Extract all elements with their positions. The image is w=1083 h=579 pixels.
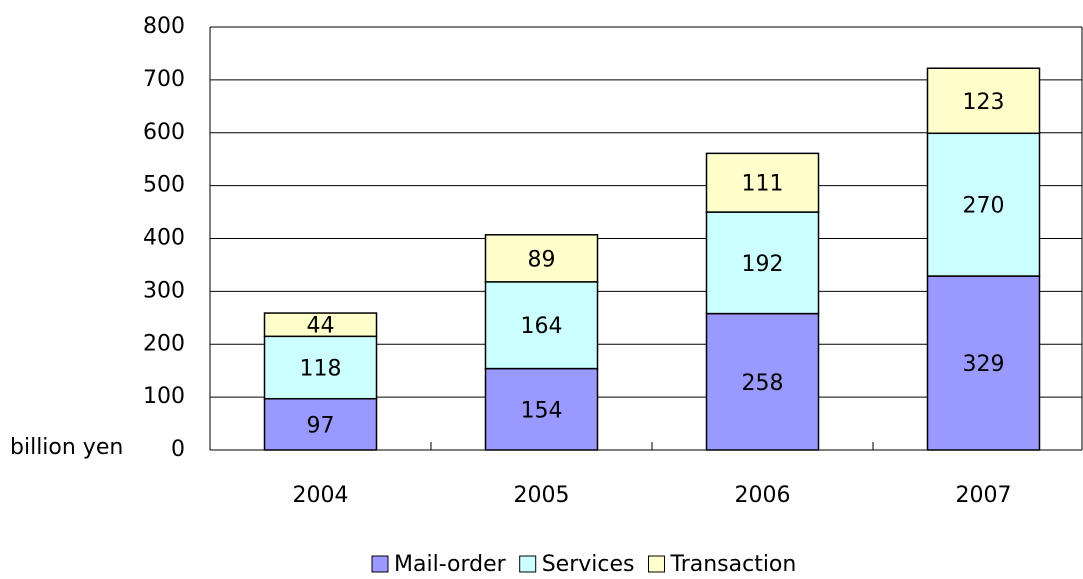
data-label: 44 (307, 314, 335, 339)
data-label: 123 (963, 90, 1005, 115)
bar-segment (484, 234, 599, 283)
bar-segment (926, 132, 1041, 277)
data-label: 192 (742, 252, 784, 277)
bar-segment (484, 367, 599, 451)
bar-segment (263, 335, 378, 400)
data-label: 270 (963, 194, 1005, 219)
x-tick-label: 2007 (956, 483, 1012, 508)
bar-segment (484, 281, 599, 370)
y-tick-label: 700 (143, 67, 185, 92)
bar-segment (263, 397, 378, 451)
y-tick-label: 100 (143, 384, 185, 409)
legend-label: Services (542, 552, 635, 577)
y-tick-label: 800 (143, 14, 185, 39)
y-tick-label: 0 (171, 437, 185, 462)
bar-segment (926, 275, 1041, 451)
legend-swatch (371, 555, 389, 573)
x-tick-label: 2006 (735, 483, 791, 508)
legend-swatch (647, 555, 665, 573)
data-label: 164 (521, 314, 563, 339)
bar-segment (263, 312, 378, 338)
legend-label: Mail-order (394, 552, 507, 577)
data-label: 258 (742, 371, 784, 396)
x-tick-label: 2005 (514, 483, 570, 508)
y-tick-label: 600 (143, 120, 185, 145)
y-tick-label: 200 (143, 331, 185, 356)
bar-segment (705, 312, 820, 451)
y-tick-label: 500 (143, 173, 185, 198)
data-label: 97 (307, 413, 335, 438)
data-label: 154 (521, 398, 563, 423)
bar-segment (705, 152, 820, 213)
y-axis-label: billion yen (10, 435, 123, 460)
bar-segment (926, 67, 1041, 135)
data-label: 329 (963, 352, 1005, 377)
x-tick-label: 2004 (293, 483, 349, 508)
data-label: 118 (300, 357, 342, 382)
data-label: 111 (742, 172, 784, 197)
legend-label: Transaction (669, 552, 796, 577)
y-tick-label: 400 (143, 226, 185, 251)
legend-swatch (519, 555, 537, 573)
y-tick-label: 300 (143, 278, 185, 303)
data-label: 89 (528, 247, 556, 272)
